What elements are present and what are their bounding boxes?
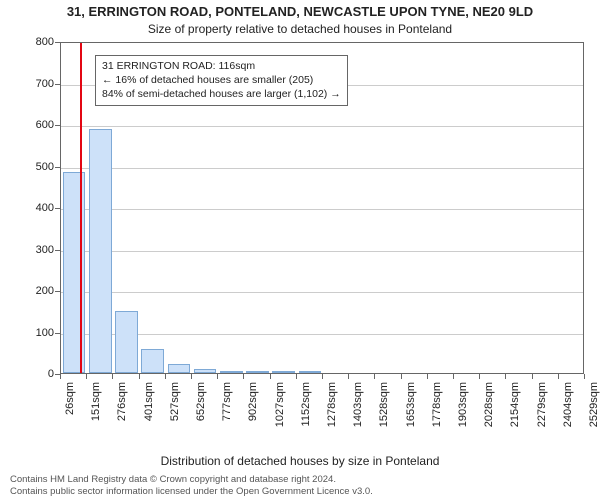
xtick-label: 2028sqm xyxy=(483,382,495,434)
annotation-line: ← 16% of detached houses are smaller (20… xyxy=(102,73,341,87)
histogram-bar xyxy=(168,364,191,373)
ytick-mark xyxy=(55,125,60,126)
annotation-line: 31 ERRINGTON ROAD: 116sqm xyxy=(102,59,341,73)
xtick-mark xyxy=(217,374,218,379)
ytick-mark xyxy=(55,208,60,209)
attribution-line: Contains HM Land Registry data © Crown c… xyxy=(10,474,590,486)
histogram-bar xyxy=(272,371,295,373)
xtick-mark xyxy=(112,374,113,379)
xtick-mark xyxy=(401,374,402,379)
xtick-label: 276sqm xyxy=(116,382,128,434)
x-axis-label: Distribution of detached houses by size … xyxy=(0,454,600,468)
xtick-mark xyxy=(505,374,506,379)
xtick-mark xyxy=(165,374,166,379)
xtick-label: 151sqm xyxy=(90,382,102,434)
ytick-label: 600 xyxy=(26,119,54,131)
ytick-label: 400 xyxy=(26,202,54,214)
histogram-bar xyxy=(246,371,269,373)
xtick-mark xyxy=(139,374,140,379)
attribution: Contains HM Land Registry data © Crown c… xyxy=(10,474,590,498)
ytick-label: 100 xyxy=(26,327,54,339)
histogram-bar xyxy=(115,311,138,373)
gridline xyxy=(61,251,583,252)
ytick-label: 700 xyxy=(26,78,54,90)
annotation-line: 84% of semi-detached houses are larger (… xyxy=(102,87,341,101)
xtick-label: 1778sqm xyxy=(431,382,443,434)
plot-area: 31 ERRINGTON ROAD: 116sqm← 16% of detach… xyxy=(60,42,584,374)
chart-title: 31, ERRINGTON ROAD, PONTELAND, NEWCASTLE… xyxy=(0,4,600,19)
xtick-label: 2279sqm xyxy=(536,382,548,434)
xtick-label: 902sqm xyxy=(247,382,259,434)
ytick-label: 500 xyxy=(26,161,54,173)
histogram-bar xyxy=(220,371,243,373)
xtick-label: 1528sqm xyxy=(378,382,390,434)
xtick-label: 401sqm xyxy=(143,382,155,434)
xtick-label: 1653sqm xyxy=(405,382,417,434)
ytick-mark xyxy=(55,333,60,334)
xtick-mark xyxy=(584,374,585,379)
xtick-mark xyxy=(60,374,61,379)
histogram-bar xyxy=(141,349,164,373)
xtick-label: 1027sqm xyxy=(274,382,286,434)
chart-container: 31, ERRINGTON ROAD, PONTELAND, NEWCASTLE… xyxy=(0,0,600,500)
xtick-label: 2154sqm xyxy=(509,382,521,434)
ytick-label: 300 xyxy=(26,244,54,256)
annotation-box: 31 ERRINGTON ROAD: 116sqm← 16% of detach… xyxy=(95,55,348,106)
xtick-label: 1403sqm xyxy=(352,382,364,434)
xtick-mark xyxy=(270,374,271,379)
chart-subtitle: Size of property relative to detached ho… xyxy=(0,22,600,36)
xtick-mark xyxy=(296,374,297,379)
xtick-label: 1903sqm xyxy=(457,382,469,434)
ytick-mark xyxy=(55,250,60,251)
xtick-label: 2529sqm xyxy=(588,382,600,434)
property-marker-line xyxy=(80,43,82,373)
xtick-label: 2404sqm xyxy=(562,382,574,434)
ytick-mark xyxy=(55,42,60,43)
ytick-label: 200 xyxy=(26,285,54,297)
xtick-label: 26sqm xyxy=(64,382,76,434)
ytick-mark xyxy=(55,167,60,168)
gridline xyxy=(61,126,583,127)
histogram-bar xyxy=(194,369,217,373)
ytick-label: 0 xyxy=(26,368,54,380)
ytick-label: 800 xyxy=(26,36,54,48)
ytick-mark xyxy=(55,84,60,85)
attribution-line: Contains public sector information licen… xyxy=(10,486,590,498)
gridline xyxy=(61,292,583,293)
xtick-mark xyxy=(427,374,428,379)
xtick-mark xyxy=(322,374,323,379)
xtick-mark xyxy=(374,374,375,379)
xtick-mark xyxy=(532,374,533,379)
xtick-label: 652sqm xyxy=(195,382,207,434)
xtick-label: 777sqm xyxy=(221,382,233,434)
xtick-mark xyxy=(479,374,480,379)
histogram-bar xyxy=(63,172,86,373)
xtick-label: 1278sqm xyxy=(326,382,338,434)
histogram-bar xyxy=(89,129,112,373)
xtick-label: 527sqm xyxy=(169,382,181,434)
xtick-mark xyxy=(191,374,192,379)
histogram-bar xyxy=(299,371,322,373)
ytick-mark xyxy=(55,291,60,292)
gridline xyxy=(61,334,583,335)
xtick-mark xyxy=(243,374,244,379)
xtick-mark xyxy=(348,374,349,379)
gridline xyxy=(61,209,583,210)
xtick-mark xyxy=(86,374,87,379)
xtick-mark xyxy=(558,374,559,379)
xtick-label: 1152sqm xyxy=(300,382,312,434)
xtick-mark xyxy=(453,374,454,379)
gridline xyxy=(61,168,583,169)
